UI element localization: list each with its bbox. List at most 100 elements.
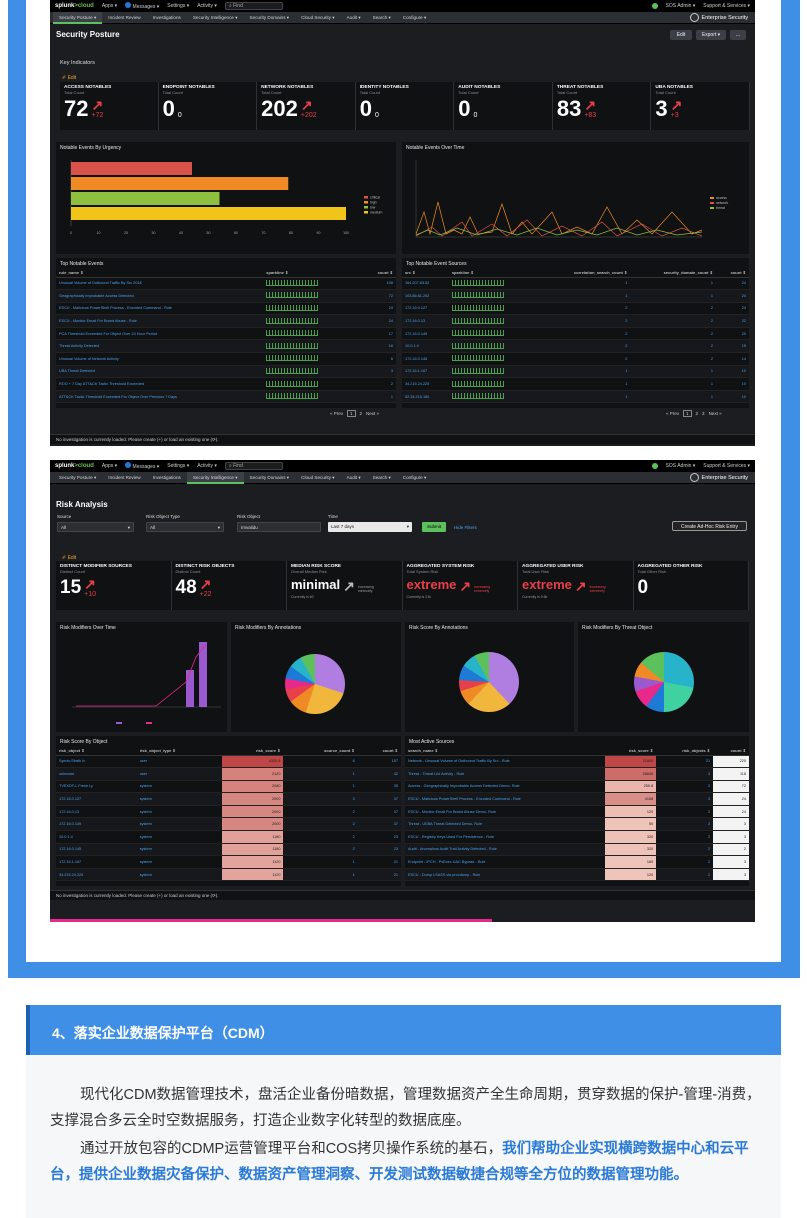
- table-row[interactable]: UBA Threat Detected 3: [56, 365, 396, 379]
- domain-count-cell[interactable]: 2: [630, 314, 716, 328]
- count-cell[interactable]: 23: [357, 843, 401, 857]
- correlation-count-cell[interactable]: 1: [538, 365, 631, 379]
- col-rule-name[interactable]: rule_name ⇕: [56, 269, 264, 278]
- table-row[interactable]: 172.16.0.13 2 2 22: [402, 314, 749, 328]
- risk-score-cell[interactable]: 2000: [221, 805, 284, 819]
- table-row[interactable]: Threat Activity Detected 16: [56, 339, 396, 354]
- risk-score-cell[interactable]: 50: [604, 817, 657, 832]
- src-cell[interactable]: 172.16.0.145: [402, 352, 449, 366]
- table-row[interactable]: 172.16.1.167 system 1120 1 21: [56, 855, 401, 869]
- risk-object-type-cell[interactable]: system: [136, 843, 222, 857]
- more-button[interactable]: ...: [730, 30, 746, 40]
- col-src-count[interactable]: count ⇕: [715, 269, 749, 278]
- source-count-cell[interactable]: 3: [283, 792, 358, 806]
- table-row[interactable]: 172.16.0.149 system 2000 2 37: [56, 817, 401, 832]
- risk-object-cell[interactable]: 172.16.1.167: [56, 855, 137, 869]
- count-cell[interactable]: 14: [715, 352, 749, 366]
- search-name-cell[interactable]: ESCU - Dump LSASS via procdump - Rule: [405, 868, 605, 882]
- health-status-icon[interactable]: [651, 3, 658, 9]
- risk-object-cell[interactable]: 172.16.0.13: [56, 805, 137, 819]
- apps-menu[interactable]: Apps ▾: [101, 3, 118, 9]
- count-cell[interactable]: 3: [713, 817, 749, 832]
- nav-configure[interactable]: Configure ▾: [402, 14, 427, 20]
- table-row[interactable]: 34.215.24.225 1 1 10: [402, 377, 749, 391]
- table-row[interactable]: ESCU - Monitor Email For Brand Abuse Dem…: [405, 805, 749, 819]
- risk-objects-cell[interactable]: 2: [656, 780, 714, 794]
- search-name-cell[interactable]: Audit - Anomalous Audit Trail Activity D…: [405, 843, 605, 857]
- submit-button[interactable]: Submit: [422, 522, 446, 532]
- risk-kpi-median-risk-score[interactable]: MEDIAN RISK SCORE Overall Median Risk mini…: [287, 561, 403, 610]
- col-src-sparkline[interactable]: sparkline ⇕: [448, 269, 539, 278]
- nav-audit[interactable]: Audit ▾: [346, 14, 361, 20]
- search-name-cell[interactable]: Access - Geographically Improbable Acces…: [405, 780, 605, 794]
- kpi-threat-notables[interactable]: THREAT NOTABLES Total Count 83 ↗ +83: [553, 82, 652, 130]
- count-cell[interactable]: 72: [713, 780, 749, 794]
- rule-name-cell[interactable]: Geographically Improbable Access Detecte…: [56, 289, 264, 303]
- table-row[interactable]: Network - Unusual Volume of Outbound Tra…: [405, 755, 749, 769]
- risk-score-cell[interactable]: 4320.8: [221, 755, 284, 769]
- correlation-count-cell[interactable]: 2: [538, 327, 631, 341]
- pager-page-2[interactable]: 2: [359, 411, 363, 416]
- rule-name-cell[interactable]: ROO + 7 Day ATT&CK Tactic Threshold Exce…: [56, 377, 264, 391]
- risk-object-type-cell[interactable]: system: [136, 792, 222, 806]
- risk-objects-cell[interactable]: 3: [656, 767, 714, 781]
- table-row[interactable]: ESCU - Monitor Email For Brand Abuse - R…: [56, 314, 396, 328]
- pager-page-3[interactable]: 3: [702, 411, 705, 416]
- risk-object-type-cell[interactable]: system: [136, 868, 222, 882]
- src-cell[interactable]: 34.215.24.225: [402, 377, 449, 391]
- nav-investigations[interactable]: Investigations: [152, 14, 181, 20]
- col-search-name[interactable]: search_name ⇕: [405, 747, 605, 756]
- search-name-cell[interactable]: Endpoint - IPCH - PsExec UAC Bypass - Ru…: [405, 855, 605, 869]
- pager-page-1[interactable]: 1: [347, 410, 356, 417]
- count-cell[interactable]: 24: [715, 277, 749, 291]
- count-cell[interactable]: 108: [360, 277, 396, 291]
- risk-objects-cell[interactable]: 2: [656, 805, 714, 819]
- table-row[interactable]: 172.16.0.145 2 2 14: [402, 352, 749, 366]
- risk-object-cell[interactable]: 172.16.0.149: [56, 817, 137, 832]
- risk-score-cell[interactable]: 2080: [221, 780, 284, 794]
- table-row[interactable]: ESCU - Malicious PowerShell Process - En…: [56, 302, 396, 316]
- risk-objects-cell[interactable]: 21: [656, 755, 714, 769]
- risk-object-cell[interactable]: 10.0.1.4: [56, 830, 137, 844]
- find-input[interactable]: ⌕ Find: [224, 462, 283, 470]
- table-row[interactable]: 10.0.1.4 system 1180 2 23: [56, 830, 401, 844]
- search-name-cell[interactable]: ESCU - Registry Keys Used For Persistenc…: [405, 830, 605, 844]
- risk-kpi-distinct-risk-objects[interactable]: DISTINCT RISK OBJECTS Distinct Count 48 ↗ +2…: [172, 561, 287, 610]
- count-cell[interactable]: 225: [713, 755, 749, 769]
- count-cell[interactable]: 118: [713, 767, 749, 781]
- risk-objects-cell[interactable]: 2: [656, 855, 714, 869]
- find-input[interactable]: ⌕ Find: [224, 2, 283, 10]
- risk-object-cell[interactable]: 34.215.24.225: [56, 868, 137, 882]
- nav-security-domains[interactable]: Security Domains ▾: [249, 474, 290, 480]
- nav-security-intelligence[interactable]: Security Intelligence ▾: [192, 14, 238, 20]
- col-count[interactable]: count ⇕: [360, 269, 396, 278]
- count-cell[interactable]: 24: [713, 792, 749, 806]
- search-name-cell[interactable]: Threat - Threat List Activity - Rule: [405, 767, 605, 781]
- pager-page-1[interactable]: 1: [683, 410, 692, 417]
- risk-kpi-aggregated-other-risk[interactable]: AGGREGATED OTHER RISK Total Other Risk 0: [634, 561, 749, 610]
- source-count-cell[interactable]: 1: [283, 855, 358, 869]
- count-cell[interactable]: 24: [713, 805, 749, 819]
- kpi-identity-notables[interactable]: IDENTITY NOTABLES Total Count 0 0: [356, 82, 455, 130]
- nav-incident-review[interactable]: Incident Review: [108, 474, 141, 480]
- table-row[interactable]: Geographically Improbable Access Detecte…: [56, 289, 396, 303]
- count-cell[interactable]: 1: [360, 390, 396, 404]
- count-cell[interactable]: 37: [357, 817, 401, 832]
- apps-menu[interactable]: Apps ▾: [101, 463, 118, 469]
- time-picker[interactable]: Last 7 days ▾: [328, 522, 412, 532]
- domain-count-cell[interactable]: 1: [630, 365, 716, 379]
- correlation-count-cell[interactable]: 1: [538, 289, 631, 303]
- pager-page-2[interactable]: 2: [695, 411, 699, 416]
- risk-score-cell[interactable]: 21600: [604, 755, 657, 769]
- table-row[interactable]: ESCU - Malicious PowerShell Process - En…: [405, 792, 749, 806]
- rule-name-cell[interactable]: Unusual Volume of Outbound Traffic By Sr…: [56, 277, 264, 291]
- domain-count-cell[interactable]: 1: [630, 289, 716, 303]
- col-risk-object-type[interactable]: risk_object_type ⇕: [136, 747, 222, 756]
- risk-object-cell[interactable]: 172.16.0.127: [56, 792, 137, 806]
- count-cell[interactable]: 22: [715, 314, 749, 328]
- count-cell[interactable]: 17: [360, 327, 396, 341]
- count-cell[interactable]: 37: [357, 792, 401, 806]
- rule-name-cell[interactable]: Unusual Volume of Network Activity: [56, 352, 264, 366]
- table-row[interactable]: 10.0.1.4 2 2 15: [402, 339, 749, 354]
- src-cell[interactable]: 10.0.1.4: [402, 339, 449, 354]
